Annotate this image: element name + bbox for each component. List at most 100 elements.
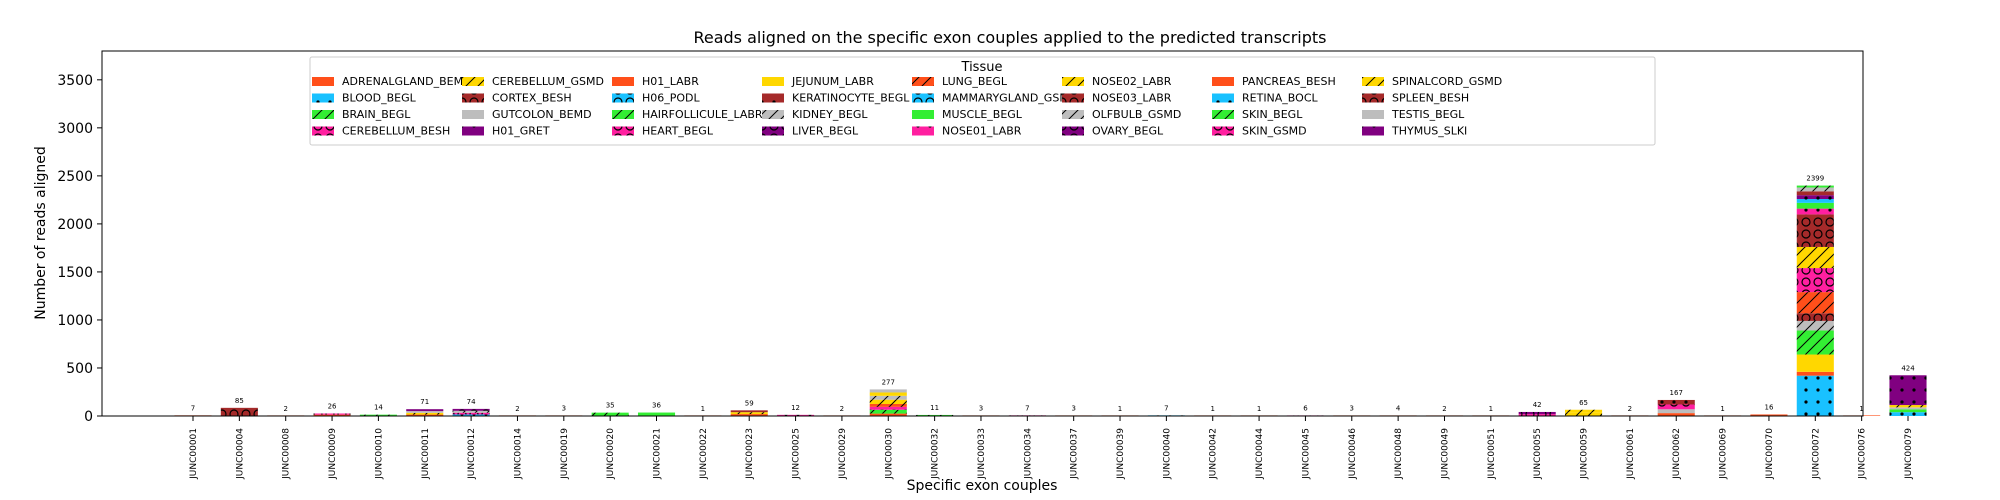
x-tick-label: JUNC00034 (1023, 428, 1033, 480)
legend-entry: OVARY_BEGL (1062, 125, 1164, 138)
bar-total-label: 2 (515, 405, 519, 413)
legend-entry: GUTCOLON_BEMD (462, 108, 592, 121)
bar-total-label: 277 (882, 378, 895, 386)
legend-label: NOSE03_LABR (1092, 92, 1172, 105)
legend-label: TESTIS_BEGL (1391, 108, 1465, 121)
legend-label: SKIN_BEGL (1242, 108, 1303, 121)
x-tick-label: JUNC00025 (792, 428, 802, 480)
legend: Tissue ADRENALGLAND_BEMD BLOOD_BEGL BRAIN_… (309, 56, 1656, 146)
bar-total-label: 2399 (1806, 175, 1824, 183)
bar-total-label: 42 (1533, 401, 1542, 409)
x-tick-label: JUNC00001 (189, 428, 199, 480)
legend-swatch (612, 93, 634, 103)
legend-label: BLOOD_BEGL (342, 92, 417, 105)
legend-entry: BLOOD_BEGL (312, 92, 417, 105)
bar-total-label: 85 (235, 397, 244, 405)
bar-total-label: 1 (1859, 405, 1863, 413)
legend-entry: TESTIS_BEGL (1362, 108, 1465, 121)
bar-segment (452, 414, 490, 416)
legend-label: HEART_BEGL (642, 125, 714, 138)
legend-label: BRAIN_BEGL (342, 108, 411, 121)
bar-segment (869, 392, 907, 396)
legend-entry: MAMMARYGLAND_GSMD (912, 92, 1077, 105)
x-tick-label: JUNC00046 (1348, 428, 1358, 480)
bar-total-label: 7 (1164, 404, 1168, 412)
bar-segment (730, 412, 768, 415)
legend-label: H01_GRET (492, 125, 550, 138)
legend-label: HAIRFOLLICULE_LABR (642, 108, 763, 121)
legend-swatch (912, 126, 934, 136)
bar-segment (869, 413, 907, 416)
bar-segment (452, 408, 490, 411)
bar-segment (1796, 187, 1834, 192)
bar-segment (1518, 414, 1556, 416)
bar-total-label: 3 (1350, 405, 1354, 413)
bar-segment (1796, 202, 1834, 209)
legend-swatch (1212, 77, 1234, 86)
bar-segment (1889, 407, 1927, 410)
legend-label: SPINALCORD_GSMD (1392, 75, 1502, 88)
bar-total-label: 424 (1901, 364, 1915, 372)
bar-segment (1796, 268, 1834, 293)
legend-label: MUSCLE_BEGL (942, 108, 1023, 121)
bar-segment (1796, 330, 1834, 355)
bar-segment (406, 412, 444, 415)
legend-entry: SKIN_GSMD (1212, 125, 1307, 138)
legend-entry: PANCREAS_BESH (1212, 75, 1336, 88)
bar-segment (452, 412, 490, 415)
legend-label: SKIN_GSMD (1242, 125, 1307, 138)
x-tick-label: JUNC00023 (745, 428, 755, 480)
legend-entry: NOSE03_LABR (1062, 92, 1172, 105)
y-tick-label: 3000 (57, 121, 93, 137)
bar-segment (869, 403, 907, 407)
bar-segment (730, 410, 768, 413)
bar-total-label: 1 (701, 405, 705, 413)
x-tick-label: JUNC00021 (653, 428, 663, 480)
bar-total-label: 59 (745, 399, 754, 407)
legend-swatch (1212, 126, 1234, 136)
x-tick-label: JUNC00019 (560, 428, 570, 480)
x-tick-label: JUNC00069 (1719, 428, 1729, 480)
bar-segment (637, 412, 676, 416)
legend-swatch (1362, 93, 1384, 103)
bar-segment (220, 407, 258, 416)
legend-entry: CORTEX_BESH (462, 92, 572, 105)
bar-segment (1889, 409, 1927, 413)
x-tick-label: JUNC00055 (1533, 428, 1543, 480)
x-tick-label: JUNC00045 (1301, 428, 1311, 480)
y-tick-label: 1500 (57, 265, 93, 281)
bar-total-label: 4 (1396, 405, 1401, 413)
bar-total-label: 2 (840, 405, 844, 413)
x-tick-label: JUNC00037 (1070, 428, 1080, 480)
plot-area-frame (101, 50, 1864, 417)
chart-title: Reads aligned on the specific exon coupl… (693, 28, 1326, 47)
legend-label: LUNG_BEGL (942, 75, 1008, 88)
bar-segment (777, 414, 815, 416)
y-tick-label: 3500 (57, 73, 93, 89)
bar-total-label: 14 (374, 404, 383, 412)
legend-swatch (1212, 110, 1234, 119)
legend-swatch (1062, 126, 1084, 136)
legend-swatch (612, 110, 634, 119)
legend-label: THYMUS_SLKI (1391, 125, 1467, 138)
legend-entry: NOSE02_LABR (1062, 75, 1172, 88)
legend-entry: LIVER_BEGL (762, 125, 859, 138)
y-tick-label: 0 (84, 409, 93, 425)
bar-segment (1796, 292, 1834, 314)
legend-swatch (762, 110, 784, 119)
bar-segment (1565, 412, 1603, 416)
legend-entry: H01_LABR (612, 75, 699, 88)
legend-items: ADRENALGLAND_BEMD BLOOD_BEGL BRAIN_BEGL CER… (312, 75, 1502, 138)
x-axis-label: Specific exon couples (907, 478, 1058, 494)
y-axis: 0 500 1000 1500 2000 2500 3000 3500 (57, 73, 102, 425)
legend-entry: SPINALCORD_GSMD (1362, 75, 1502, 88)
legend-swatch (1362, 126, 1384, 136)
x-tick-label: JUNC00029 (838, 428, 848, 480)
legend-label: MAMMARYGLAND_GSMD (942, 92, 1077, 105)
legend-swatch (462, 126, 484, 136)
bar-segment (1889, 375, 1927, 406)
legend-label: LIVER_BEGL (792, 125, 859, 138)
legend-entry: KERATINOCYTE_BEGL (762, 92, 910, 105)
bar-total-label: 2 (1628, 405, 1632, 413)
x-tick-label: JUNC00008 (282, 428, 292, 480)
